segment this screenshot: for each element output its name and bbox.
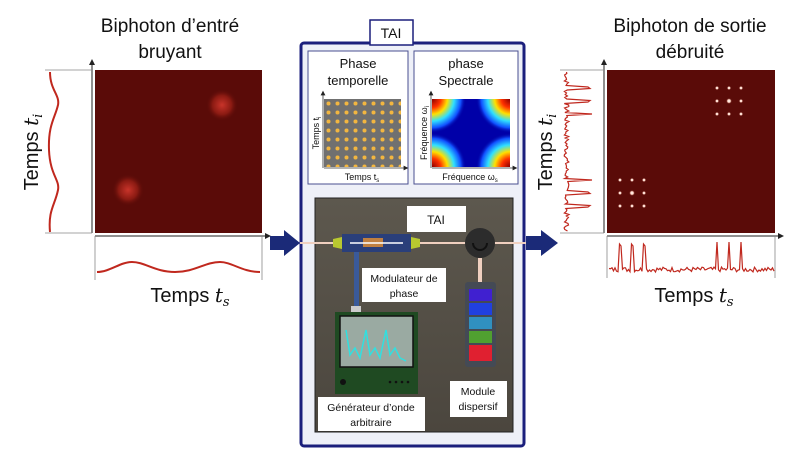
input-biphoton: Biphoton d’entré bruyant Temps ti Temps … xyxy=(19,16,271,310)
input-ti-marginal xyxy=(47,71,60,233)
output-x-label: Temps ts xyxy=(654,283,734,310)
correlation-spot xyxy=(617,177,623,183)
input-ts-marginal xyxy=(96,260,261,274)
spectral-title-line2: Spectrale xyxy=(439,73,494,88)
correlation-spot xyxy=(629,190,635,196)
correlation-spot xyxy=(641,190,647,196)
tai-label: TAI xyxy=(381,25,402,41)
temporal-phase-map xyxy=(324,99,401,167)
correlation-spot xyxy=(629,203,635,209)
correlation-spot xyxy=(738,85,744,91)
output-biphoton: Biphoton de sortie débruité Temps ti Tem… xyxy=(533,16,784,310)
spectral-x-label: Fréquence ωs xyxy=(442,172,498,184)
output-title-line2: débruité xyxy=(656,42,725,63)
correlation-spot xyxy=(738,111,744,117)
setup-label: TAI xyxy=(427,213,445,227)
correlation-spot xyxy=(641,203,647,209)
input-y-label: Temps ti xyxy=(19,114,46,191)
dispersive-label-line2: dispersif xyxy=(458,401,497,413)
input-x-label: Temps ts xyxy=(150,283,230,310)
spectral-title-line1: phase xyxy=(448,56,483,71)
input-title-line1: Biphoton d’entré xyxy=(101,16,239,37)
correlation-spot xyxy=(641,177,647,183)
modulator-label-line2: phase xyxy=(390,288,419,300)
temporal-title-line2: temporelle xyxy=(328,73,389,88)
temporal-title-line1: Phase xyxy=(340,56,377,71)
temporal-y-label: Temps ti xyxy=(311,117,323,150)
correlation-spot xyxy=(738,98,744,104)
correlation-spot xyxy=(726,111,732,117)
modulator-label-line1: Modulateur de xyxy=(370,273,437,285)
spectral-phase-map xyxy=(432,99,510,167)
output-ts-marginal xyxy=(608,241,775,274)
correlation-spot xyxy=(714,98,720,104)
correlation-spot xyxy=(726,85,732,91)
temporal-phase-panel: Phase temporelle Temps ts Temps ti xyxy=(307,50,409,185)
input-correlation-blob xyxy=(112,174,144,206)
correlation-spot xyxy=(629,177,635,183)
generator-label-line1: Générateur d’onde xyxy=(327,402,415,414)
correlation-spot xyxy=(714,85,720,91)
output-ti-marginal xyxy=(562,71,593,232)
tai-setup-illustration: TAI Modulateur de phase Générateur d’ond… xyxy=(300,197,526,433)
generator-label-line2: arbitraire xyxy=(350,417,392,429)
tai-box: TAI Phase temporelle Temps ts Temps ti p… xyxy=(299,19,526,448)
arrow-right-icon xyxy=(526,230,558,256)
output-title-line1: Biphoton de sortie xyxy=(613,16,766,37)
correlation-spot xyxy=(617,190,623,196)
waveform-trace xyxy=(345,329,407,362)
output-heatmap xyxy=(607,70,775,233)
temporal-x-label: Temps ts xyxy=(345,172,380,184)
input-title-line2: bruyant xyxy=(138,42,202,63)
input-correlation-blob xyxy=(206,89,238,121)
dispersive-label-line1: Module xyxy=(461,386,496,398)
correlation-spot xyxy=(714,111,720,117)
arrow-right-icon xyxy=(270,230,300,256)
correlation-spot xyxy=(726,98,732,104)
input-heatmap xyxy=(95,70,262,233)
spectral-y-label: Fréquence ωi xyxy=(419,106,431,160)
correlation-spot xyxy=(617,203,623,209)
output-y-label: Temps ti xyxy=(533,114,560,191)
circulator xyxy=(465,228,495,258)
output-correlation-spots xyxy=(617,85,744,209)
spectral-phase-panel: phase Spectrale Fréquence ωs Fréquence ω… xyxy=(413,50,519,185)
